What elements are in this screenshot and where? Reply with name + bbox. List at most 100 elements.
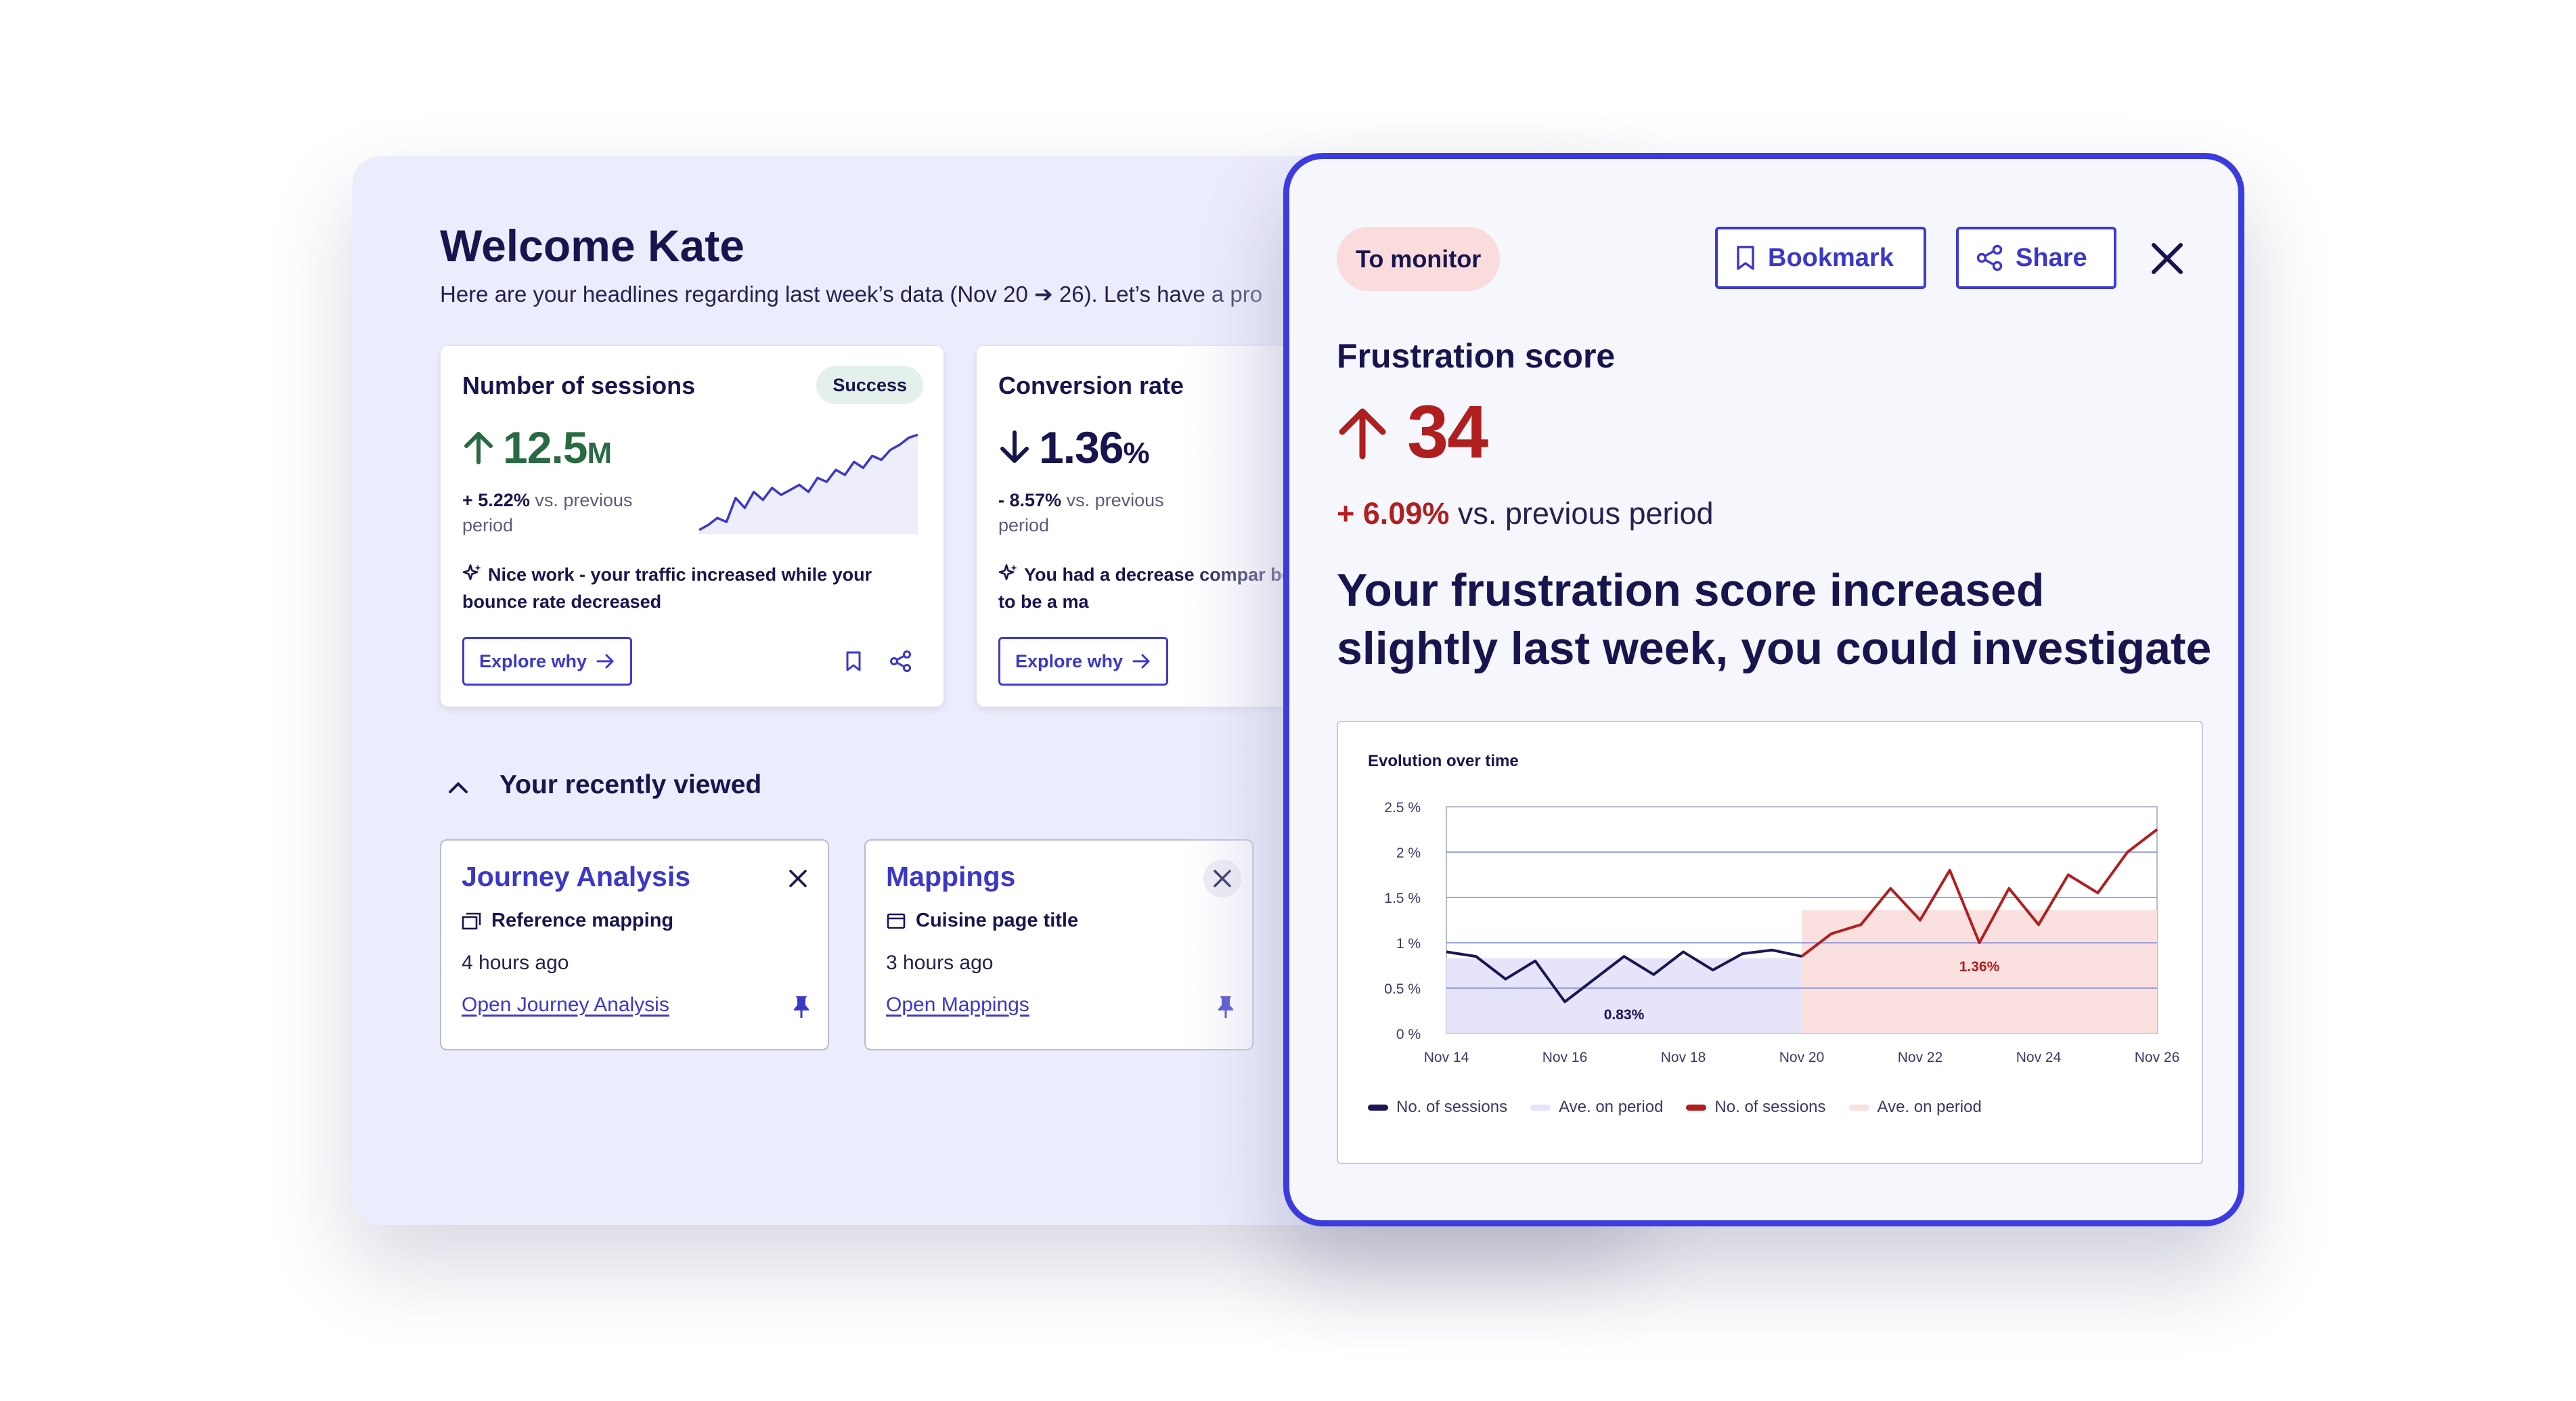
y-tick-label: 2 % [1396, 845, 1421, 861]
share-label: Share [2016, 243, 2087, 272]
recent-card-time: 4 hours ago [462, 952, 569, 974]
metric-value: 34 [1407, 391, 1488, 474]
bookmark-icon [1735, 245, 1756, 271]
explore-why-label: Explore why [479, 650, 587, 671]
legend-label: Ave. on period [1877, 1098, 1982, 1116]
pin-icon[interactable] [793, 995, 810, 1023]
kpi-value-row: 12.5M [462, 422, 612, 473]
close-icon[interactable] [779, 860, 817, 897]
kpi-delta: - 8.57% vs. previous period [998, 488, 1174, 538]
kpi-insight-text: Nice work - your traffic increased while… [462, 564, 872, 612]
page-title: Welcome Kate [440, 221, 745, 271]
evolution-chart: 0 % 0.5 % 1 % 1.5 % 2 % 2.5 % Nov 14 Nov 16 Nov … [1384, 800, 2180, 1065]
legend-swatch [1530, 1104, 1551, 1111]
y-tick-label: 0 % [1396, 1027, 1421, 1042]
legend-item: Ave. on period [1530, 1098, 1663, 1117]
recent-card[interactable]: Journey Analysis Reference mapping 4 hou… [440, 839, 829, 1050]
explore-why-button[interactable]: Explore why [462, 637, 633, 686]
open-link[interactable]: Open Mappings [886, 994, 1029, 1016]
arrow-up-icon [1337, 405, 1388, 460]
x-tick-label: Nov 18 [1661, 1050, 1706, 1065]
recent-card-subtitle: Reference mapping [462, 910, 673, 932]
legend-swatch [1368, 1104, 1388, 1111]
legend-label: Ave. on period [1559, 1098, 1664, 1116]
page-subtitle: Here are your headlines regarding last w… [440, 282, 1263, 307]
kpi-delta-text: vs. previous period [998, 490, 1164, 535]
x-tick-label: Nov 20 [1779, 1050, 1825, 1065]
close-icon[interactable] [2146, 237, 2189, 280]
x-tick-label: Nov 24 [2016, 1050, 2062, 1065]
kpi-value: 1.36 [1039, 422, 1124, 472]
legend-swatch [1848, 1104, 1869, 1111]
y-tick-label: 2.5 % [1384, 800, 1421, 816]
insight-headline: Your frustration score increased slightl… [1337, 564, 2212, 674]
x-tick-label: Nov 16 [1542, 1050, 1588, 1065]
legend-item: No. of sessions [1686, 1098, 1826, 1117]
evolution-chart-card: 0 % 0.5 % 1 % 1.5 % 2 % 2.5 % Nov 14 Nov 16 Nov … [1337, 721, 2203, 1164]
legend-item: No. of sessions [1368, 1098, 1507, 1117]
sparkline-chart [698, 433, 918, 534]
kpi-delta-text: vs. previous period [462, 490, 633, 535]
x-tick-label: Nov 22 [1898, 1050, 1943, 1065]
metric-title: Frustration score [1337, 337, 1616, 375]
recent-card-time: 3 hours ago [886, 952, 994, 974]
share-icon [1976, 244, 2003, 271]
kpi-value-row: 1.36% [998, 422, 1150, 473]
share-button[interactable]: Share [1956, 227, 2116, 289]
kpi-title: Number of sessions [462, 372, 696, 399]
chart-title: Evolution over time [1368, 752, 1519, 770]
bookmark-icon[interactable] [838, 646, 869, 677]
kpi-unit: % [1123, 437, 1150, 470]
open-link[interactable]: Open Journey Analysis [462, 994, 669, 1016]
share-icon[interactable] [885, 646, 916, 677]
sparkline-line [698, 433, 918, 531]
kpi-value: 12.5 [503, 422, 587, 472]
explore-why-label: Explore why [1015, 650, 1124, 671]
arrow-right-icon [1132, 653, 1151, 669]
y-tick-label: 1.5 % [1384, 891, 1421, 906]
chart-legend: No. of sessions Ave. on period No. of sess… [1368, 1098, 1982, 1117]
recent-card-subtitle: Cuisine page title [886, 910, 1078, 932]
recent-card-title[interactable]: Mappings [886, 861, 1016, 892]
arrow-down-icon [998, 430, 1031, 465]
status-badge: Success [816, 366, 923, 404]
legend-swatch [1686, 1104, 1707, 1111]
kpi-delta: + 5.22% vs. previous period [462, 488, 638, 538]
legend-label: No. of sessions [1714, 1098, 1826, 1116]
recent-card-subtitle-text: Reference mapping [491, 910, 674, 931]
chevron-up-icon[interactable] [447, 780, 470, 796]
explore-why-button[interactable]: Explore why [998, 637, 1169, 686]
kpi-card-sessions: Number of sessions Success 12.5M + 5.22%… [440, 345, 944, 707]
metric-delta-text: vs. previous period [1449, 496, 1714, 531]
bookmark-label: Bookmark [1768, 243, 1894, 272]
recent-card-title[interactable]: Journey Analysis [462, 861, 691, 892]
kpi-unit: M [587, 437, 613, 470]
average-label: 1.36% [1959, 959, 2000, 975]
arrow-up-icon [462, 430, 495, 465]
page-icon [886, 912, 906, 931]
mapping-icon [462, 912, 482, 931]
y-tick-label: 0.5 % [1384, 981, 1421, 997]
legend-item: Ave. on period [1848, 1098, 1982, 1117]
status-tag: To monitor [1337, 227, 1501, 291]
insight-detail-panel: To monitor Bookmark Share Frustration sc… [1283, 153, 2244, 1226]
x-tick-label: Nov 26 [2135, 1050, 2180, 1065]
series-line [1800, 828, 2158, 958]
metric-value-row: 34 [1337, 389, 1488, 475]
metric-delta: + 6.09% vs. previous period [1337, 496, 1714, 531]
y-tick-label: 1 % [1396, 936, 1421, 952]
sparkle-icon [998, 563, 1019, 583]
kpi-insight: Nice work - your traffic increased while… [462, 561, 923, 615]
x-tick-label: Nov 14 [1424, 1050, 1469, 1065]
arrow-right-icon [596, 653, 615, 669]
kpi-title: Conversion rate [998, 372, 1184, 399]
bookmark-button[interactable]: Bookmark [1715, 227, 1926, 289]
legend-label: No. of sessions [1396, 1098, 1508, 1116]
kpi-delta-value: + 5.22% [462, 490, 530, 510]
series-line [1446, 948, 1802, 1004]
sparkline-area [699, 435, 918, 534]
average-area [1802, 910, 2157, 1033]
sparkle-icon [462, 563, 483, 583]
kpi-delta-value: - 8.57% [998, 490, 1062, 510]
average-area [1446, 958, 1802, 1033]
